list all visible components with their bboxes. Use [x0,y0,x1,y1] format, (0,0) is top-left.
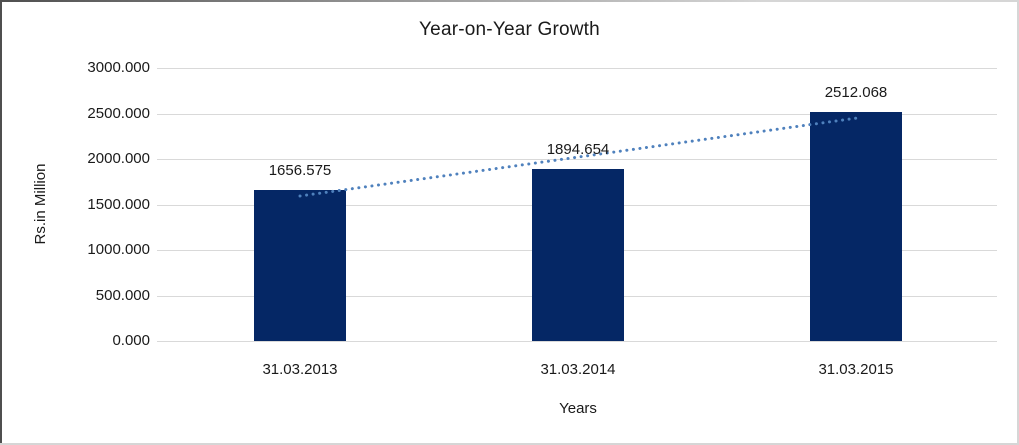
window-border-left [0,0,2,445]
y-tick-label: 0.000 [112,332,150,349]
bar [254,190,346,341]
data-label: 2512.068 [824,84,888,101]
y-tick-label: 1000.000 [87,241,150,258]
y-tick-label: 3000.000 [87,59,150,76]
y-tick-label: 500.000 [95,287,150,304]
x-tick-label: 31.03.2013 [262,361,338,378]
gridline [157,68,997,69]
x-axis-title: Years [559,400,597,417]
chart-title: Year-on-Year Growth [419,19,600,40]
x-tick-label: 31.03.2015 [818,361,894,378]
data-label: 1894.654 [546,141,610,158]
bar [532,169,624,341]
gridline [157,114,997,115]
window-border-top [0,0,1019,2]
y-tick-label: 2000.000 [87,150,150,167]
window-border-bottom [0,443,1019,445]
bar [810,112,902,341]
y-tick-label: 1500.000 [87,196,150,213]
y-tick-label: 2500.000 [87,105,150,122]
gridline [157,341,997,342]
data-label: 1656.575 [268,162,332,179]
window-border-right [1017,0,1019,445]
x-tick-label: 31.03.2014 [540,361,616,378]
